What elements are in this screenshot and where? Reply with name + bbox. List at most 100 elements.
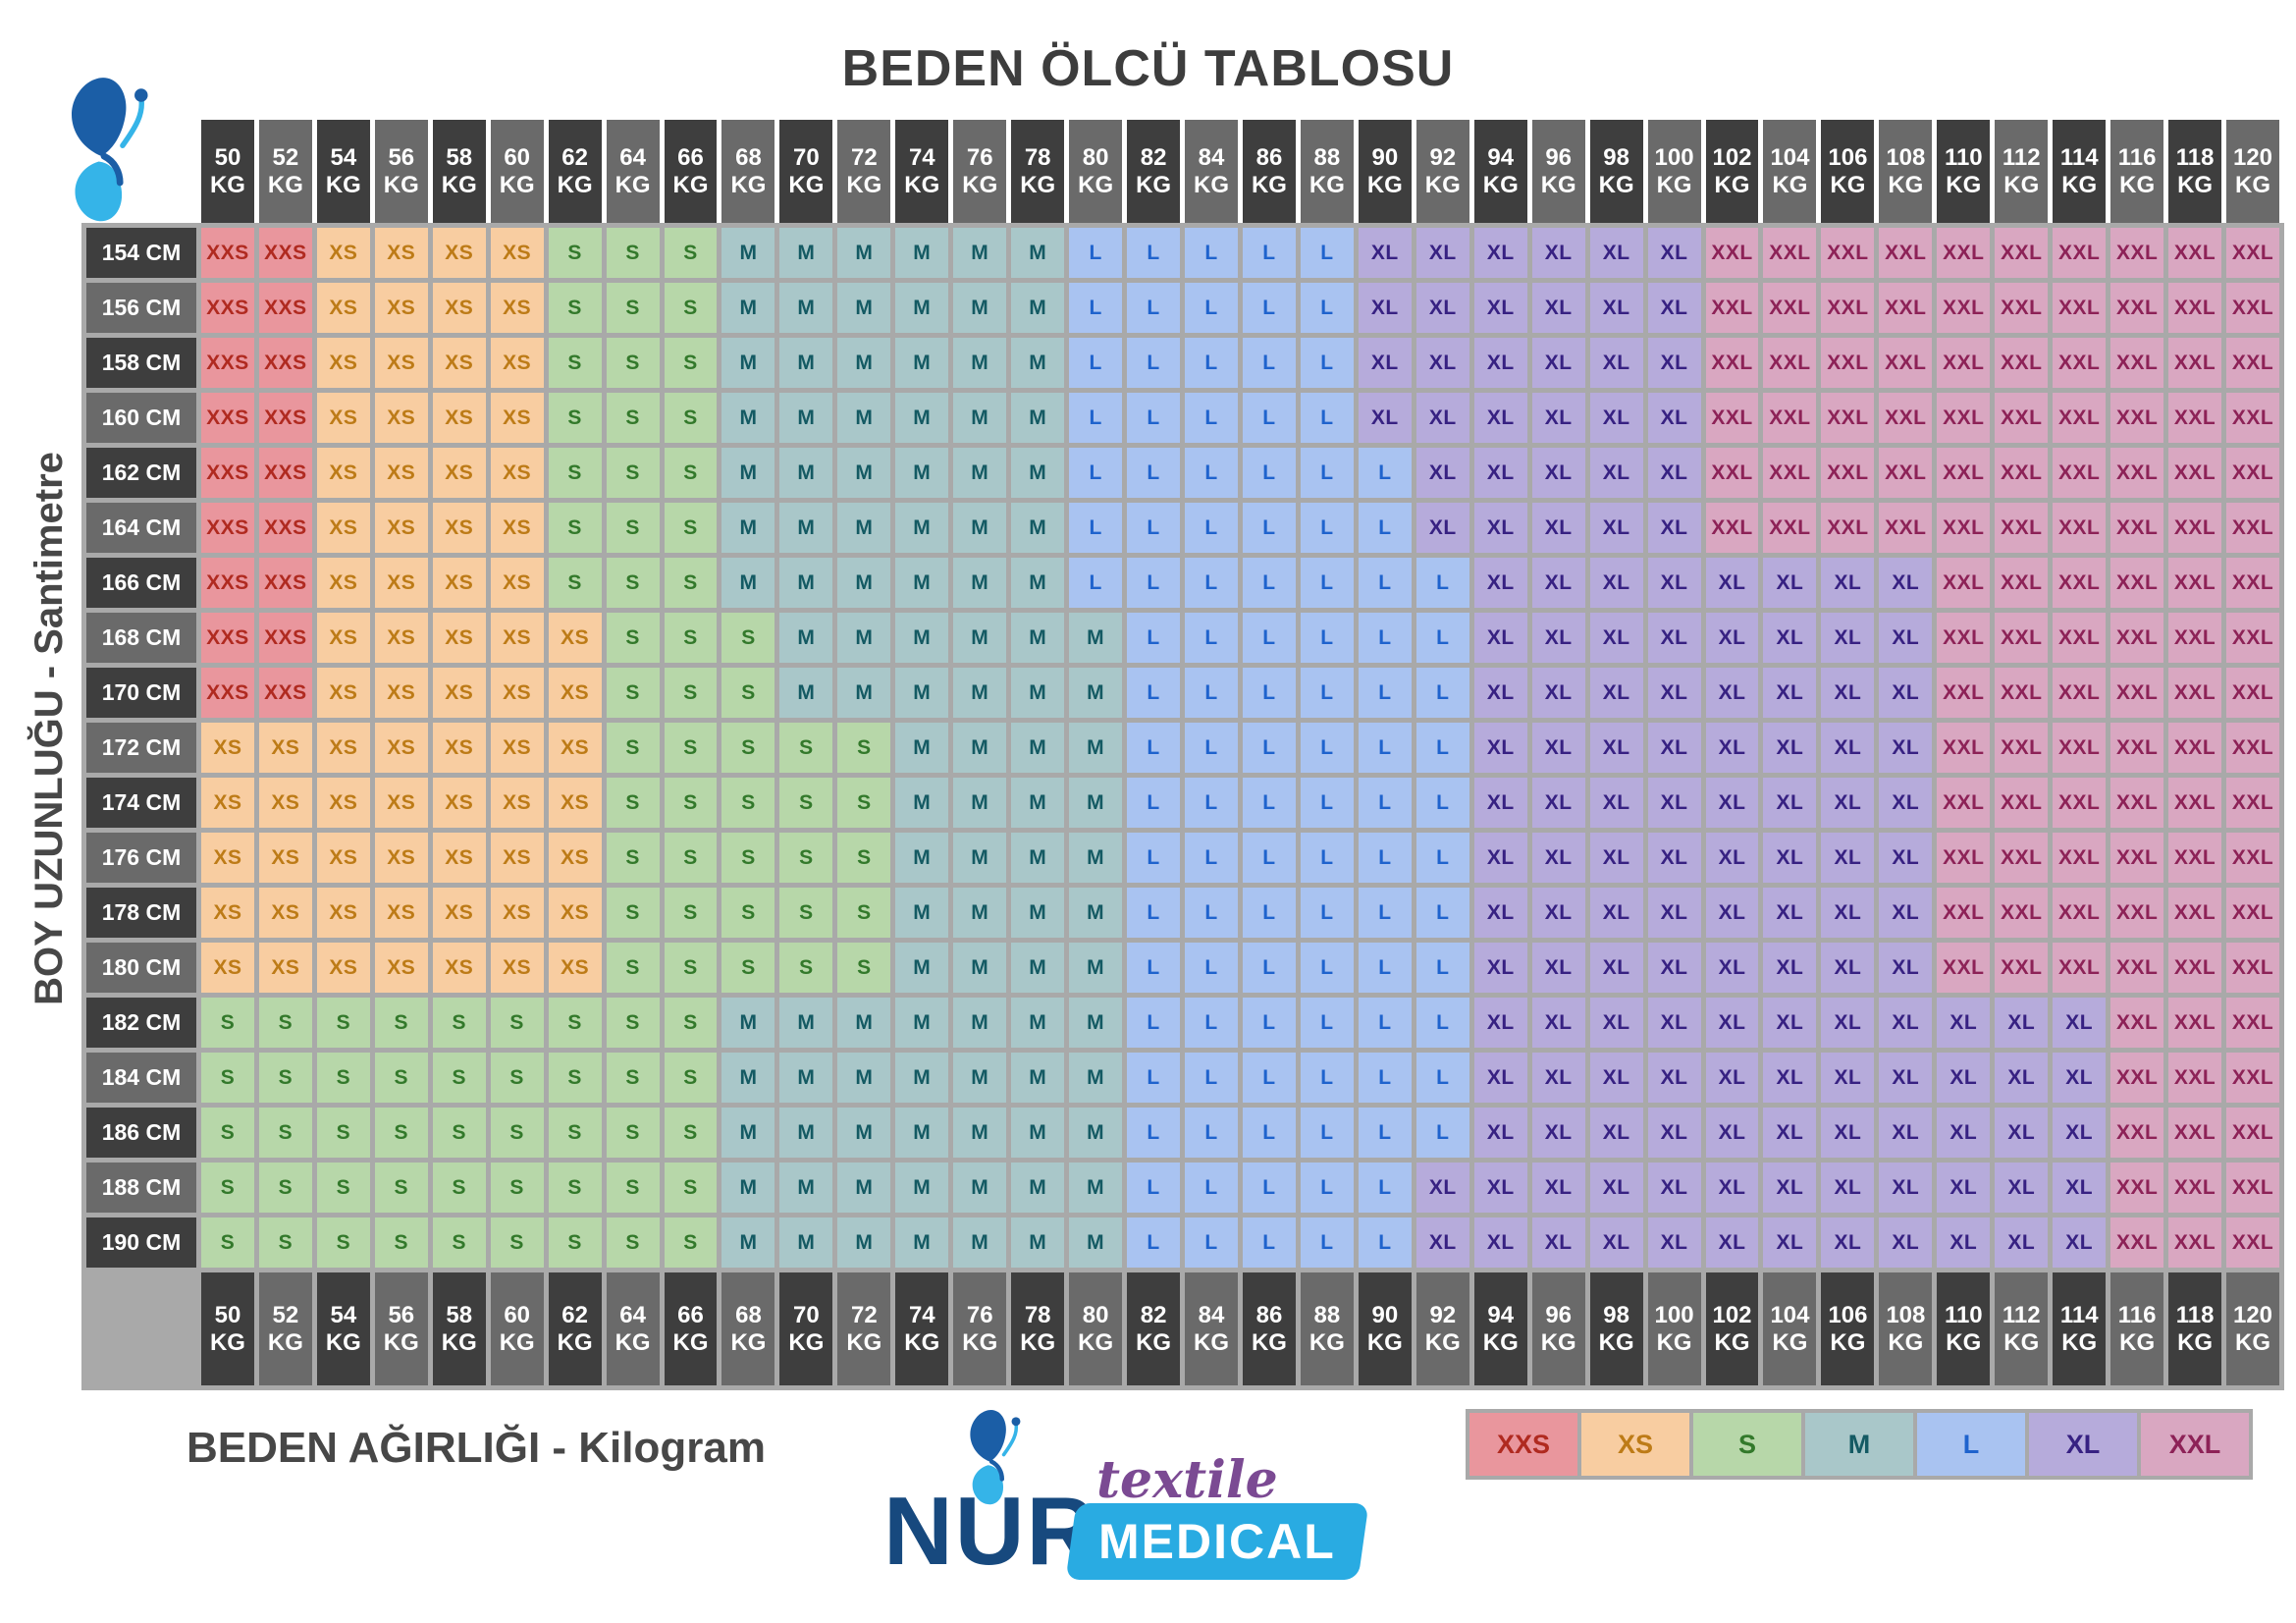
size-cell: XXL: [2168, 998, 2222, 1048]
size-cell: M: [721, 228, 775, 278]
size-cell: S: [490, 1163, 544, 1213]
size-cell: XXS: [258, 668, 312, 718]
size-cell: XS: [316, 338, 370, 388]
size-cell: XS: [432, 228, 486, 278]
size-cell: XS: [258, 888, 312, 938]
size-cell: M: [779, 1108, 833, 1158]
size-cell: XL: [1647, 228, 1701, 278]
weight-header-cell: 84 KG: [1185, 1272, 1238, 1385]
size-cell: S: [432, 1053, 486, 1103]
size-cell: S: [548, 393, 602, 443]
size-cell: M: [953, 448, 1007, 498]
size-cell: M: [721, 283, 775, 333]
x-axis-label: BEDEN AĞIRLIĞI - Kilogram: [187, 1424, 766, 1472]
size-cell: S: [490, 1217, 544, 1268]
weight-header-cell: 64 KG: [606, 1272, 660, 1385]
size-cell: M: [1011, 283, 1065, 333]
size-cell: XS: [490, 338, 544, 388]
size-cell: S: [779, 723, 833, 773]
size-cell: S: [606, 723, 660, 773]
size-cell: L: [1127, 228, 1181, 278]
size-cell: M: [837, 393, 891, 443]
size-cell: XS: [432, 668, 486, 718]
size-cell: S: [258, 1108, 312, 1158]
size-cell: M: [1069, 888, 1123, 938]
size-cell: XL: [1473, 778, 1527, 828]
size-cell: L: [1300, 1053, 1354, 1103]
size-cell: XL: [1358, 338, 1412, 388]
size-cell: L: [1358, 558, 1412, 608]
size-cell: XL: [1589, 1053, 1643, 1103]
legend-item: L: [1917, 1413, 2025, 1476]
size-cell: XL: [1589, 668, 1643, 718]
size-cell: XL: [1995, 1163, 2049, 1213]
size-cell: XXL: [2226, 613, 2279, 663]
size-cell: M: [1069, 1217, 1123, 1268]
size-cell: S: [201, 1163, 254, 1213]
height-header-cell: 178 CM: [86, 888, 196, 938]
size-cell: XL: [1995, 998, 2049, 1048]
size-cell: M: [895, 558, 949, 608]
size-cell: XL: [1705, 998, 1759, 1048]
size-cell: XL: [1473, 888, 1527, 938]
size-cell: XS: [316, 668, 370, 718]
size-cell: L: [1127, 283, 1181, 333]
size-cell: XL: [1879, 1053, 1933, 1103]
size-cell: XS: [432, 833, 486, 883]
size-cell: XXL: [2226, 1217, 2279, 1268]
size-cell: XS: [374, 833, 428, 883]
size-cell: XL: [1705, 558, 1759, 608]
size-cell: L: [1242, 778, 1296, 828]
size-cell: M: [837, 228, 891, 278]
weight-header-cell: 116 KG: [2110, 1272, 2164, 1385]
size-cell: S: [779, 833, 833, 883]
size-cell: S: [721, 833, 775, 883]
size-cell: M: [721, 1163, 775, 1213]
size-cell: XS: [490, 558, 544, 608]
size-cell: XL: [1705, 668, 1759, 718]
size-cell: XXS: [201, 613, 254, 663]
size-cell: M: [953, 1053, 1007, 1103]
size-cell: M: [1011, 448, 1065, 498]
size-cell: L: [1069, 558, 1123, 608]
size-cell: XS: [374, 723, 428, 773]
size-cell: L: [1127, 998, 1181, 1048]
size-cell: S: [721, 668, 775, 718]
weight-header-cell: 58 KG: [432, 1272, 486, 1385]
legend-item: XXS: [1469, 1413, 1577, 1476]
legend-item: S: [1693, 1413, 1801, 1476]
size-cell: XXL: [2168, 1053, 2222, 1103]
size-cell: XL: [1531, 448, 1585, 498]
size-cell: M: [953, 833, 1007, 883]
size-cell: L: [1185, 1163, 1238, 1213]
size-cell: XL: [1937, 1163, 1991, 1213]
size-cell: L: [1358, 1217, 1412, 1268]
size-cell: XXL: [2110, 338, 2164, 388]
size-cell: XL: [1589, 393, 1643, 443]
size-cell: L: [1300, 283, 1354, 333]
size-cell: M: [837, 338, 891, 388]
size-cell: M: [1069, 833, 1123, 883]
size-cell: XL: [1473, 283, 1527, 333]
size-cell: S: [664, 1163, 718, 1213]
weight-header-cell: 68 KG: [721, 120, 775, 223]
size-cell: L: [1069, 448, 1123, 498]
size-cell: M: [953, 1163, 1007, 1213]
size-cell: M: [779, 338, 833, 388]
size-cell: XL: [1531, 338, 1585, 388]
size-cell: XXL: [1995, 778, 2049, 828]
size-cell: L: [1185, 888, 1238, 938]
size-cell: M: [895, 778, 949, 828]
size-cell: S: [490, 1053, 544, 1103]
size-cell: XL: [1647, 943, 1701, 993]
size-cell: XXL: [2168, 448, 2222, 498]
size-cell: M: [1069, 998, 1123, 1048]
size-cell: XXL: [2110, 943, 2164, 993]
size-cell: XXL: [2226, 943, 2279, 993]
size-cell: L: [1300, 668, 1354, 718]
size-cell: M: [1011, 723, 1065, 773]
size-cell: XXL: [2168, 338, 2222, 388]
weight-header-cell: 78 KG: [1011, 1272, 1065, 1385]
size-cell: XXL: [2168, 888, 2222, 938]
size-cell: XXL: [2110, 613, 2164, 663]
